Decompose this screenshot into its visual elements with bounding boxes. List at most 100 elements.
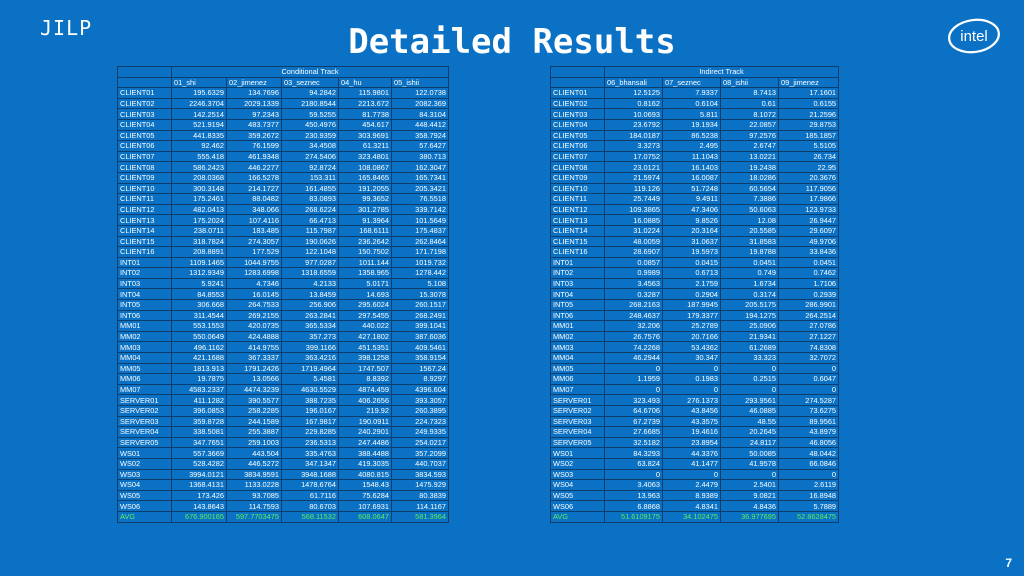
table-cell: 9.4911 — [662, 193, 721, 205]
table-cell: 11.1043 — [662, 150, 721, 163]
table-cell: 18.0286 — [720, 171, 779, 184]
table-cell: 3834.9591 — [226, 468, 282, 481]
row-label: CLIENT08 — [117, 161, 172, 173]
table-cell: 274.5287 — [777, 394, 840, 406]
table-cell: 13.0221 — [720, 150, 779, 163]
table-cell: 53.4362 — [662, 341, 721, 354]
row-label: MM06 — [550, 373, 605, 385]
table-row: SERVER02 396.0853 258.2285 196.0167 219.92 26… — [117, 405, 449, 417]
table-row: MM07 0 0 0 0 — [550, 383, 840, 396]
table-cell: 2.5401 — [720, 479, 779, 491]
table-cell: 303.9691 — [338, 129, 392, 142]
row-label: CLIENT14 — [117, 224, 172, 237]
table-cell: 367.3337 — [226, 352, 282, 364]
table-cell: 5.0171 — [338, 277, 392, 290]
table-cell: 16.0145 — [226, 288, 282, 301]
table-cell: 15.3078 — [391, 288, 449, 301]
table-cell: 0.2904 — [662, 288, 721, 301]
table-cell: 16.1403 — [662, 161, 721, 173]
table-cell: 97.2576 — [720, 129, 779, 142]
table-cell: 9.8526 — [662, 214, 721, 226]
table-cell: 22.0857 — [720, 118, 779, 131]
conditional-track-body: CLIENT01 195.6329 134.7696 94.2842 115.9801 1… — [117, 87, 449, 523]
table-cell: 76.5518 — [391, 193, 449, 205]
column-header: 02_jimenez — [226, 76, 282, 89]
row-label: SERVER04 — [550, 426, 605, 438]
table-cell: 1283.6998 — [226, 267, 282, 279]
table-row: SERVER01 411.1282 390.5577 388.7235 406.2656… — [117, 394, 449, 406]
table-cell: 977.0287 — [281, 256, 339, 269]
table-row: CLIENT01 12.5125 7.9337 8.7413 17.1601 — [550, 87, 840, 99]
table-cell: 0 — [777, 383, 840, 396]
table-cell: 1109.1465 — [171, 256, 227, 269]
table-row: CLIENT16 28.6907 19.5973 19.8788 33.8436 — [550, 246, 840, 258]
table-cell: 338.5081 — [171, 426, 227, 438]
table-cell: 0.3287 — [604, 288, 663, 301]
table-cell: 143.8643 — [171, 500, 227, 512]
row-label: INT03 — [550, 277, 605, 290]
table-cell: 420.0735 — [226, 320, 282, 332]
table-cell: 32.206 — [604, 320, 663, 332]
table-cell: 396.0853 — [171, 405, 227, 417]
page-title: Detailed Results — [348, 22, 676, 62]
row-label: CLIENT01 — [550, 87, 605, 99]
table-cell: 311.4544 — [171, 309, 227, 322]
table-row: CLIENT06 92.462 76.1599 34.4508 61.3211 57.64… — [117, 140, 449, 152]
table-row: CLIENT07 555.418 461.9348 274.5406 323.4801 3… — [117, 150, 449, 163]
table-cell: 0.8162 — [604, 97, 663, 110]
table-cell: 358.9154 — [391, 352, 449, 364]
table-cell: 0.61 — [720, 97, 779, 110]
table-cell: 194.1275 — [720, 309, 779, 322]
table-cell: 0.7462 — [777, 267, 840, 279]
table-corner — [117, 66, 172, 78]
table-row: CLIENT11 175.2461 88.0482 83.0893 99.3652 76.… — [117, 193, 449, 205]
table-cell: 88.0482 — [226, 193, 282, 205]
table-cell: 1747.507 — [338, 362, 392, 375]
column-header: 08_ishii — [720, 76, 779, 89]
row-label: CLIENT15 — [550, 235, 605, 248]
table-cell: 1719.4964 — [281, 362, 339, 375]
table-cell: 24.8117 — [720, 436, 779, 449]
table-cell: 1478.6764 — [281, 479, 339, 491]
table-cell: 183.485 — [226, 224, 282, 237]
row-label: INT05 — [117, 299, 172, 311]
table-cell: 4.7346 — [226, 277, 282, 290]
table-cell: 46.0885 — [720, 405, 779, 417]
table-row: SERVER05 347.7651 259.1003 236.5313 247.4486… — [117, 436, 449, 449]
table-cell: 247.4486 — [338, 436, 392, 449]
table-cell: 323.493 — [604, 394, 663, 406]
table-cell: 196.0167 — [281, 405, 339, 417]
table-row: MM03 496.1162 414.9755 399.1166 451.5351 409.… — [117, 341, 449, 354]
table-cell: 179.3377 — [662, 309, 721, 322]
table-cell: 0 — [604, 468, 663, 481]
table-row: WS01 84.3293 44.3376 50.0085 48.0442 — [550, 447, 840, 459]
table-cell: 0.749 — [720, 267, 779, 279]
table-cell: 86.5238 — [662, 129, 721, 142]
table-cell: 5.5105 — [777, 140, 840, 152]
table-cell: 440.022 — [338, 320, 392, 332]
row-label: MM07 — [117, 383, 172, 396]
table-row: CLIENT13 16.0885 9.8526 12.08 26.9447 — [550, 214, 840, 226]
table-cell: 1019.732 — [391, 256, 449, 269]
table-cell: 5.7889 — [777, 500, 840, 512]
table-cell: 0.9989 — [604, 267, 663, 279]
row-label: MM01 — [117, 320, 172, 332]
table-cell: 264.2514 — [777, 309, 840, 322]
intel-logo: intel — [948, 18, 1000, 54]
table-cell: 51.7248 — [662, 182, 721, 195]
table-cell: 150.7502 — [338, 246, 392, 258]
table-cell: 446.2277 — [226, 161, 282, 173]
table-cell: 258.2285 — [226, 405, 282, 417]
table-row: INT02 0.9989 0.6713 0.749 0.7462 — [550, 267, 840, 279]
table-cell: 91.3964 — [338, 214, 392, 226]
table-cell: 1044.9755 — [226, 256, 282, 269]
table-cell: 32.5182 — [604, 436, 663, 449]
row-label: MM05 — [117, 362, 172, 375]
table-cell: 2180.8544 — [281, 97, 339, 110]
table-cell: 19.7875 — [171, 373, 227, 385]
table-cell: 66.0846 — [777, 457, 840, 470]
table-cell: 48.0442 — [777, 447, 840, 459]
table-cell: 363.4216 — [281, 352, 339, 364]
table-cell: 22.95 — [777, 161, 840, 173]
table-cell: 84.3104 — [391, 108, 449, 120]
